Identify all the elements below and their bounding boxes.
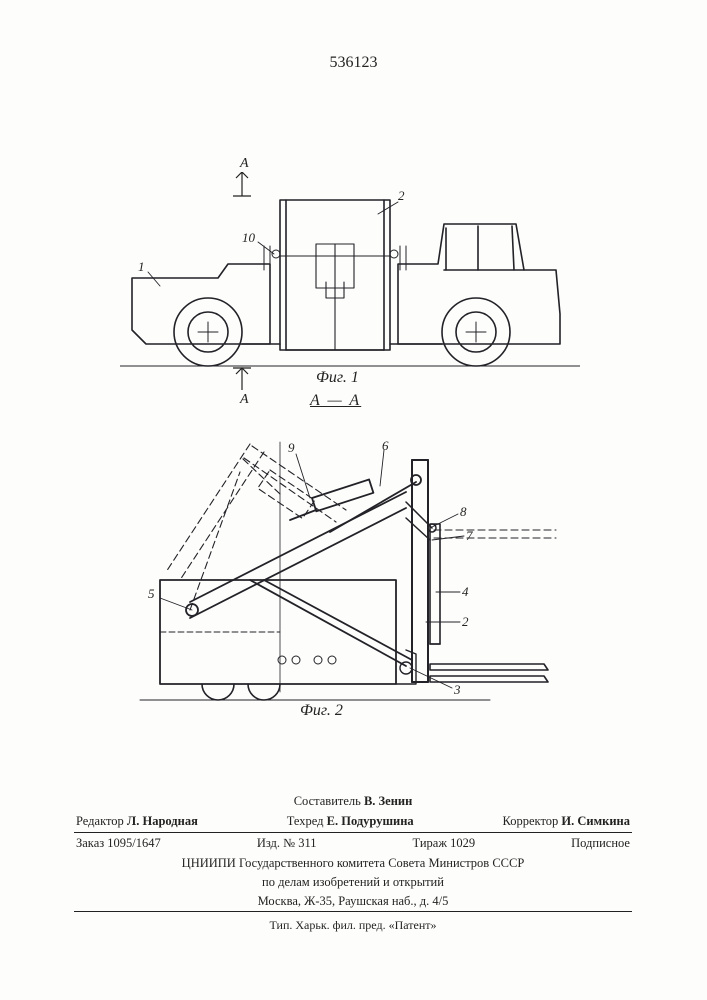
ref-8: 8: [460, 504, 467, 520]
section-mark-a-bottom-left: A: [240, 392, 249, 408]
ref-10: 10: [242, 230, 255, 246]
ref-9: 9: [288, 440, 295, 456]
ref-3: 3: [454, 682, 461, 698]
org-line-1: ЦНИИПИ Государственного комитета Совета …: [74, 854, 632, 873]
ref-4: 4: [462, 584, 469, 600]
org-line-3: Москва, Ж-35, Раушская наб., д. 4/5: [74, 892, 632, 911]
order-row: Заказ 1095/1647 Изд. № 311 Тираж 1029 По…: [74, 833, 632, 854]
compiler-line: Составитель В. Зенин: [74, 792, 632, 811]
podpisnoe: Подписное: [571, 836, 630, 851]
patent-number: 536123: [0, 54, 707, 72]
compiler-name: В. Зенин: [364, 794, 412, 808]
imprint-block: Составитель В. Зенин Редактор Л. Народна…: [74, 792, 632, 935]
patent-figure-page: 536123 A: [0, 0, 707, 1000]
ref-2-fig2: 2: [462, 614, 469, 630]
figure-1-drawing: [120, 174, 580, 389]
section-arrow-top-left: [233, 172, 251, 202]
figure-1-caption: Фиг. 1: [316, 369, 359, 387]
figure-2: 5 9 6 8 7 4 2 3 Фиг. 2: [130, 432, 570, 732]
printer-line: Тип. Харьк. фил. пред. «Патент»: [74, 912, 632, 935]
ref-5: 5: [148, 586, 155, 602]
section-mark-a-top-left: A: [240, 156, 249, 172]
ref-2: 2: [398, 188, 405, 204]
techred: Техред Е. Подурушина: [287, 814, 414, 829]
tirazh: Тираж 1029: [413, 836, 476, 851]
ref-1: 1: [138, 259, 145, 275]
order-no: Заказ 1095/1647: [76, 836, 161, 851]
izd-no: Изд. № 311: [257, 836, 317, 851]
org-line-2: по делам изобретений и открытий: [74, 873, 632, 892]
figure-1: A: [120, 174, 580, 404]
corrector: Корректор И. Симкина: [503, 814, 630, 829]
section-label: A — A: [310, 392, 361, 410]
ref-6: 6: [382, 438, 389, 454]
editor: Редактор Л. Народная: [76, 814, 198, 829]
credits-row: Редактор Л. Народная Техред Е. Подурушин…: [74, 811, 632, 832]
figure-2-caption: Фиг. 2: [300, 702, 343, 720]
figure-2-drawing: [130, 432, 570, 732]
compiler-label: Составитель: [294, 794, 361, 808]
ref-7: 7: [466, 528, 473, 544]
section-arrow-bottom-left: [233, 364, 251, 394]
